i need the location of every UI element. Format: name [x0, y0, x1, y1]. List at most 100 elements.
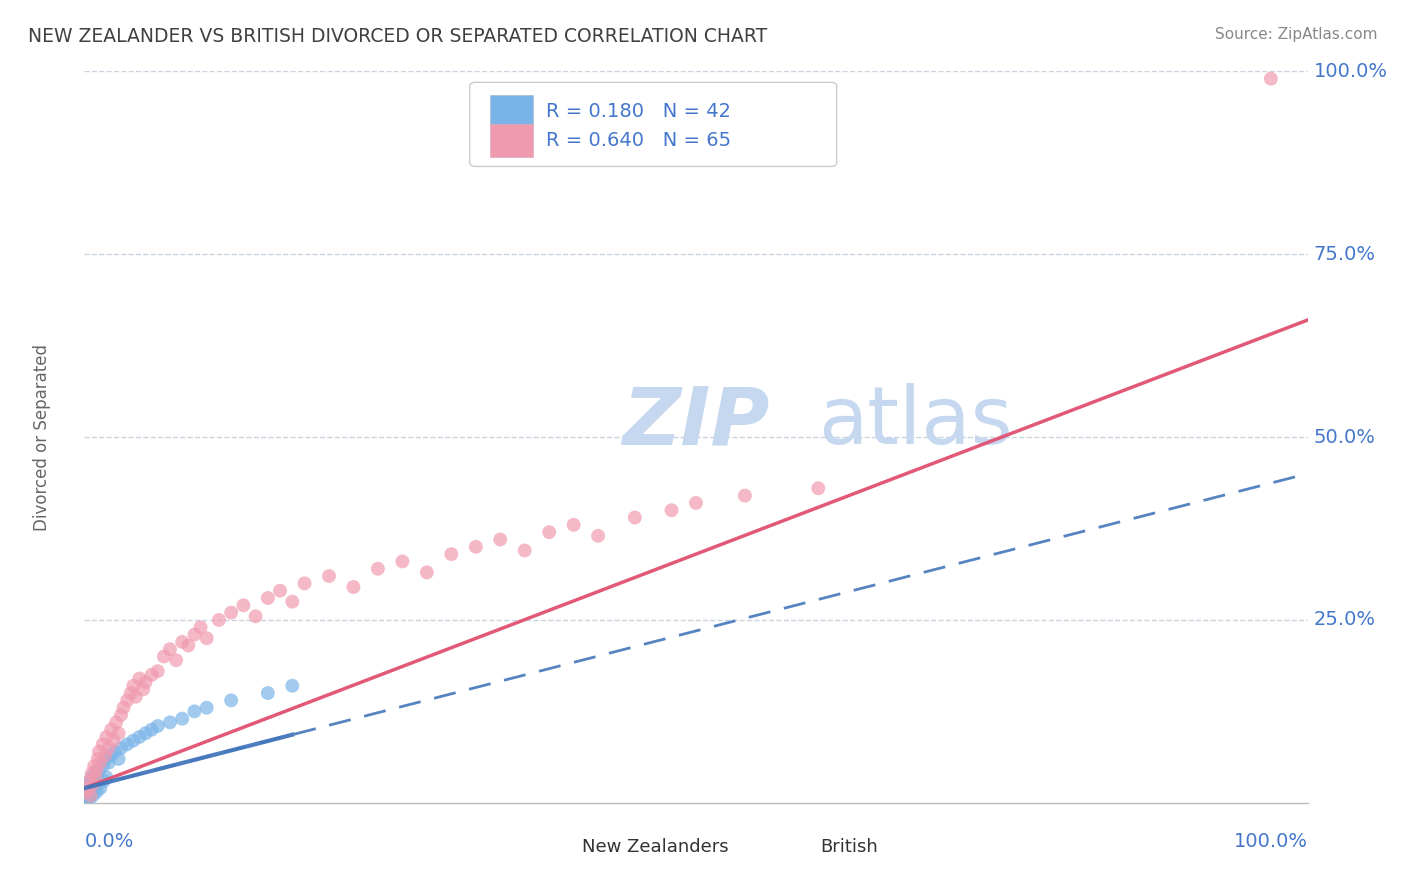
Point: [128, 672, 150, 686]
Point: [94, 752, 117, 766]
Point: [80, 770, 103, 784]
Point: [219, 693, 242, 707]
Point: [100, 723, 122, 737]
Point: [83, 759, 105, 773]
Point: [232, 599, 254, 613]
Point: [91, 737, 114, 751]
Text: British: British: [821, 838, 879, 855]
Point: [183, 705, 205, 719]
Point: [141, 667, 163, 681]
Point: [87, 778, 110, 792]
Point: [84, 770, 107, 784]
Point: [82, 778, 104, 792]
Point: [91, 759, 114, 773]
Bar: [776, 833, 813, 863]
Bar: [491, 95, 533, 128]
Point: [391, 554, 413, 568]
Point: [100, 748, 122, 763]
Point: [661, 503, 683, 517]
Text: 100.0%: 100.0%: [1313, 62, 1388, 81]
Point: [146, 719, 169, 733]
Point: [562, 517, 585, 532]
Point: [135, 726, 157, 740]
Point: [86, 785, 108, 799]
Point: [489, 533, 512, 547]
Point: [159, 715, 181, 730]
Point: [77, 773, 100, 788]
Point: [172, 635, 194, 649]
Point: [440, 547, 463, 561]
Point: [318, 569, 340, 583]
Point: [94, 748, 117, 763]
Text: 0.0%: 0.0%: [84, 832, 134, 851]
Point: [86, 768, 108, 782]
Point: [80, 782, 103, 797]
Point: [195, 632, 218, 646]
Point: [128, 730, 150, 744]
Text: 100.0%: 100.0%: [1233, 832, 1308, 851]
Point: [586, 529, 609, 543]
Point: [208, 613, 231, 627]
Point: [75, 792, 97, 806]
Point: [87, 763, 110, 777]
Point: [89, 756, 111, 770]
Point: [79, 789, 101, 803]
Point: [195, 700, 218, 714]
Point: [77, 789, 100, 804]
Point: [132, 682, 155, 697]
Point: [112, 700, 135, 714]
Point: [367, 562, 389, 576]
Point: [177, 639, 200, 653]
Point: [107, 726, 129, 740]
Point: [1260, 71, 1282, 86]
Point: [685, 496, 707, 510]
Point: [115, 737, 138, 751]
Bar: [537, 833, 574, 863]
Point: [96, 770, 118, 784]
Point: [153, 649, 176, 664]
Point: [122, 733, 145, 747]
Point: [257, 686, 280, 700]
Point: [141, 723, 163, 737]
Point: [624, 510, 647, 524]
Point: [80, 766, 103, 780]
Point: [146, 664, 169, 678]
FancyBboxPatch shape: [470, 82, 837, 167]
Point: [115, 693, 138, 707]
Point: [86, 763, 108, 777]
Point: [183, 627, 205, 641]
Point: [257, 591, 280, 605]
Text: New Zealanders: New Zealanders: [582, 838, 728, 855]
Text: R = 0.180   N = 42: R = 0.180 N = 42: [546, 102, 731, 120]
Point: [82, 780, 104, 794]
Point: [281, 594, 304, 608]
Text: ZIP: ZIP: [623, 384, 770, 461]
Point: [84, 766, 107, 780]
Point: [77, 785, 100, 799]
Point: [79, 773, 101, 788]
Point: [82, 789, 104, 803]
Point: [245, 609, 267, 624]
Point: [89, 781, 111, 796]
Point: [190, 620, 212, 634]
Point: [125, 690, 148, 704]
Point: [83, 775, 105, 789]
Point: [159, 642, 181, 657]
Point: [96, 730, 118, 744]
Text: NEW ZEALANDER VS BRITISH DIVORCED OR SEPARATED CORRELATION CHART: NEW ZEALANDER VS BRITISH DIVORCED OR SEP…: [28, 27, 768, 45]
Text: 50.0%: 50.0%: [1313, 427, 1375, 447]
Point: [122, 679, 145, 693]
Point: [734, 489, 756, 503]
Point: [135, 675, 157, 690]
Text: 25.0%: 25.0%: [1313, 610, 1375, 630]
Point: [165, 653, 187, 667]
Point: [513, 543, 536, 558]
Point: [87, 752, 110, 766]
Point: [93, 773, 115, 788]
Point: [294, 576, 316, 591]
Point: [77, 781, 100, 796]
Point: [464, 540, 486, 554]
Point: [79, 787, 101, 801]
Point: [105, 715, 128, 730]
Point: [77, 778, 100, 792]
